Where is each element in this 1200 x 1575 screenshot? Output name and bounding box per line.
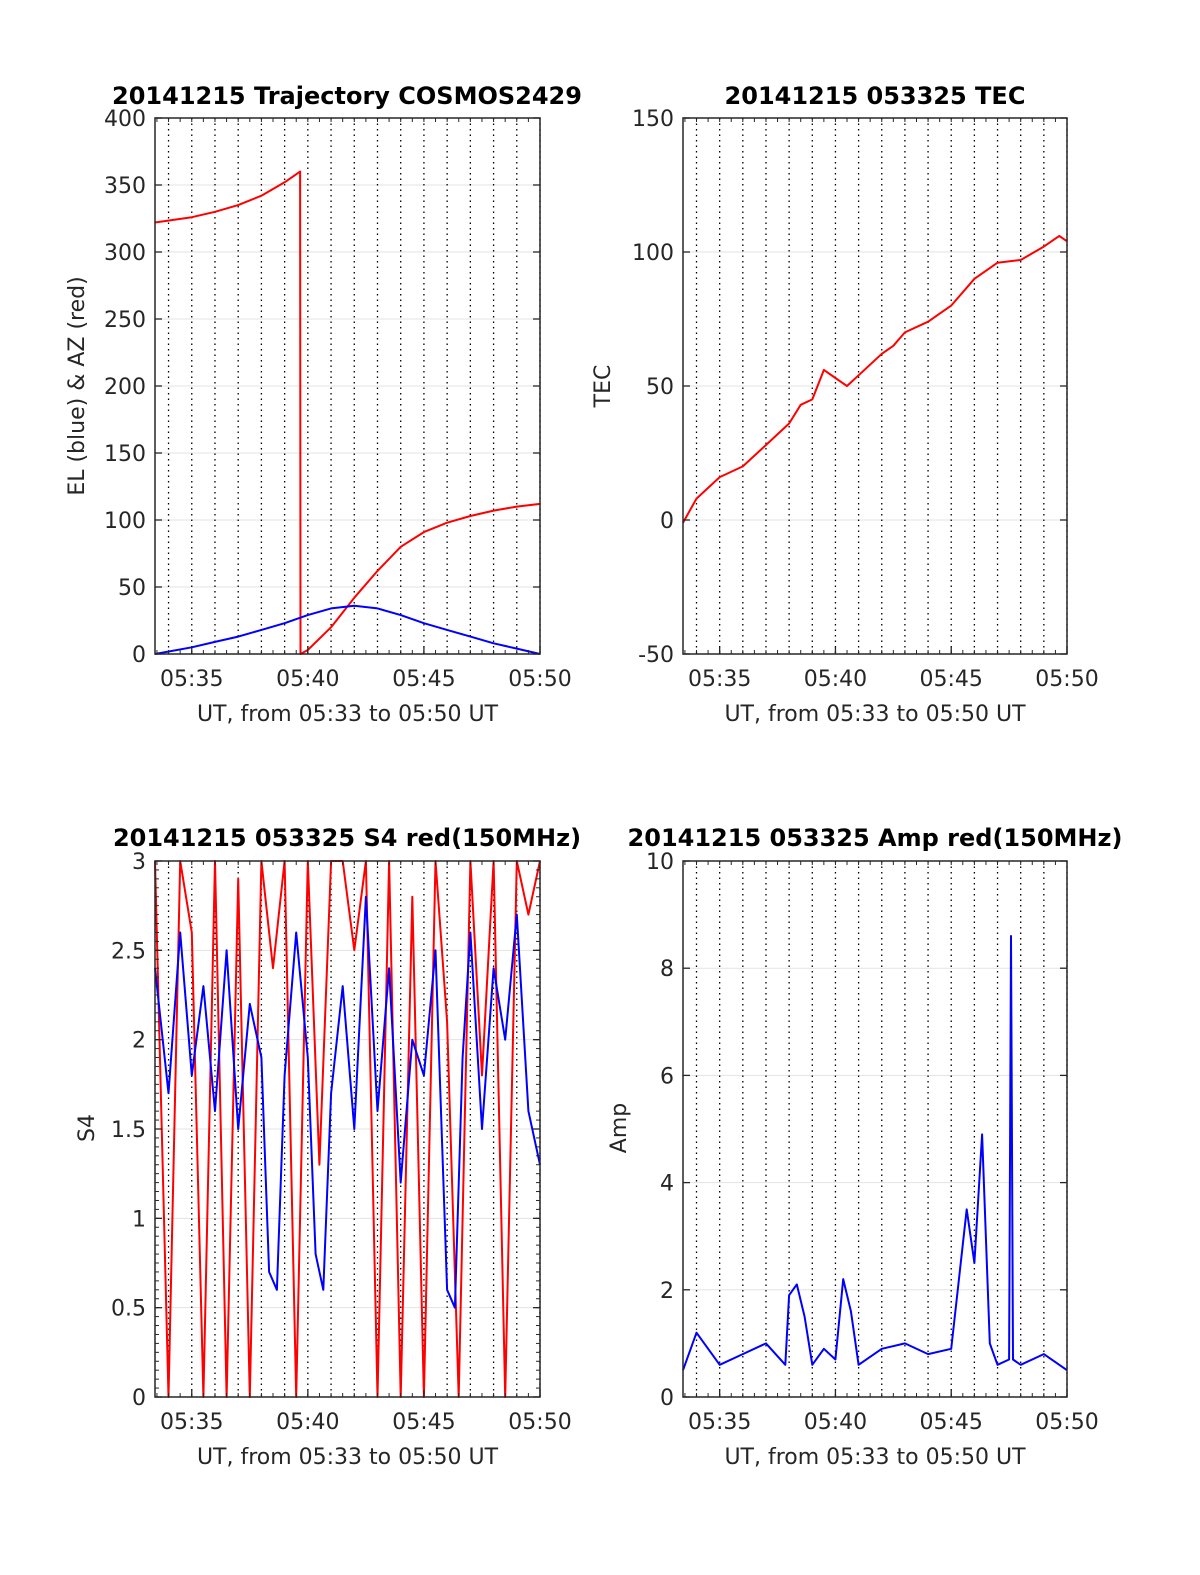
series-line-1 (682, 935, 1068, 1372)
y-axis-label: EL (blue) & AZ (red) (65, 276, 90, 495)
y-axis-label: Amp (607, 1103, 632, 1153)
chart-title: 20141215 Trajectory COSMOS2429 (112, 82, 582, 110)
series-line-2 (154, 604, 541, 655)
series-line-2 (154, 895, 541, 1309)
x-tick-label: 05:50 (508, 1410, 571, 1435)
x-tick-label: 05:40 (804, 1410, 867, 1435)
x-tick-label: 05:40 (276, 667, 339, 692)
x-tick-label: 05:35 (160, 1410, 223, 1435)
y-tick-label: 0 (660, 509, 674, 534)
y-tick-label: 350 (104, 174, 146, 199)
amp-panel: 20141215 053325 Amp red(150MHz) 0 2 4 6 8 10 05… (607, 824, 1122, 1470)
y-tick-label: 1.5 (111, 1118, 146, 1143)
y-tick-label: 2 (660, 1279, 674, 1304)
y-tick-label: 1 (132, 1207, 146, 1232)
y-tick-label: 150 (632, 107, 674, 132)
y-tick-label: 250 (104, 308, 146, 333)
x-axis-label: UT, from 05:33 to 05:50 UT (724, 1445, 1026, 1470)
trajectory-panel: 20141215 Trajectory COSMOS2429 0 50 100 150 2… (65, 82, 582, 727)
y-tick-label: 10 (646, 850, 674, 875)
y-tick-label: 0 (132, 643, 146, 668)
x-tick-label: 05:45 (920, 667, 983, 692)
x-tick-label: 05:35 (688, 1410, 751, 1435)
x-axis-label: UT, from 05:33 to 05:50 UT (197, 1445, 499, 1470)
x-tick-label: 05:40 (276, 1410, 339, 1435)
y-tick-label: 400 (104, 107, 146, 132)
y-tick-label: 3 (132, 850, 146, 875)
y-axis-label: TEC (591, 365, 616, 409)
series-line-1 (154, 860, 541, 1398)
x-tick-label: 05:40 (804, 667, 867, 692)
y-tick-label: 200 (104, 375, 146, 400)
plot-area (683, 861, 1067, 1397)
y-tick-label: 2 (132, 1029, 146, 1054)
x-axis-label: UT, from 05:33 to 05:50 UT (724, 702, 1026, 727)
x-tick-label: 05:45 (392, 667, 455, 692)
axes-box (682, 860, 1068, 1398)
y-tick-label: 50 (646, 375, 674, 400)
y-tick-label: 2.5 (111, 939, 146, 964)
chart-title: 20141215 053325 S4 red(150MHz) (113, 824, 581, 852)
y-tick-label: 100 (632, 241, 674, 266)
x-tick-label: 05:35 (688, 667, 751, 692)
series-line-1 (154, 170, 541, 655)
y-tick-label: -50 (638, 643, 674, 668)
y-tick-label: 6 (660, 1064, 674, 1089)
y-tick-label: 0 (660, 1386, 674, 1411)
x-tick-label: 05:45 (392, 1410, 455, 1435)
series-line-1 (682, 234, 1068, 524)
y-tick-label: 0 (132, 1386, 146, 1411)
y-tick-label: 300 (104, 241, 146, 266)
x-tick-label: 05:50 (1035, 667, 1098, 692)
x-tick-label: 05:35 (160, 667, 223, 692)
y-tick-label: 50 (118, 576, 146, 601)
y-tick-label: 100 (104, 509, 146, 534)
s4-panel: 20141215 053325 S4 red(150MHz) 0 0.5 1 1.5 2 2… (75, 824, 581, 1470)
y-axis-label: S4 (75, 1114, 100, 1142)
y-tick-label: 150 (104, 442, 146, 467)
y-tick-label: 8 (660, 957, 674, 982)
x-tick-label: 05:50 (508, 667, 571, 692)
y-tick-label: 4 (660, 1172, 674, 1197)
chart-title: 20141215 053325 Amp red(150MHz) (628, 824, 1123, 852)
x-tick-label: 05:50 (1035, 1410, 1098, 1435)
tec-panel: 20141215 053325 TEC -50 0 50 100 150 05:35 05:4… (591, 82, 1099, 727)
chart-title: 20141215 053325 TEC (725, 82, 1026, 110)
y-tick-label: 0.5 (111, 1297, 146, 1322)
x-tick-label: 05:45 (920, 1410, 983, 1435)
x-axis-label: UT, from 05:33 to 05:50 UT (197, 702, 499, 727)
